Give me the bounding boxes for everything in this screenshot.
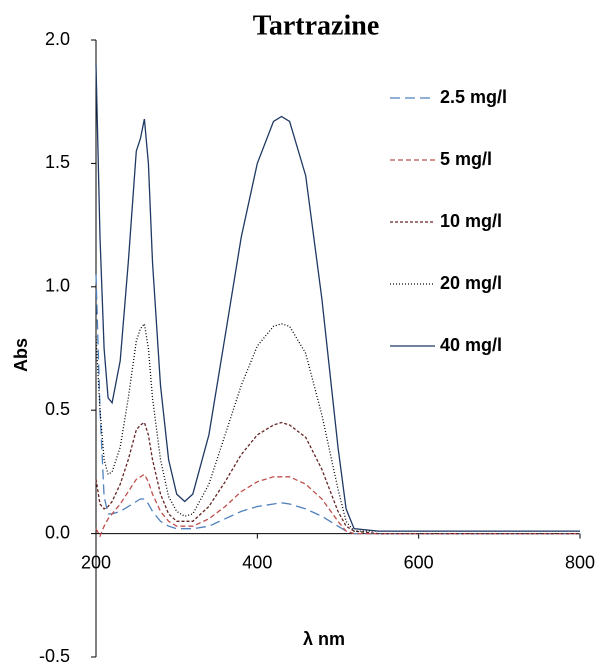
chart-title: Tartrazine (253, 10, 380, 41)
legend-label: 40 mg/l (440, 335, 502, 355)
y-axis-title: Abs (11, 338, 31, 372)
x-tick-label: 400 (242, 552, 272, 572)
legend-label: 10 mg/l (440, 211, 502, 231)
x-tick-label: 600 (404, 552, 434, 572)
series-line (95, 274, 580, 535)
y-tick-label: -0.5 (39, 646, 70, 666)
y-tick-label: 1.0 (45, 276, 70, 296)
legend-label: 2.5 mg/l (440, 87, 507, 107)
y-tick-label: 0.0 (45, 522, 70, 542)
legend-label: 20 mg/l (440, 273, 502, 293)
x-axis-title: λ nm (303, 629, 345, 649)
x-tick-label: 800 (565, 552, 595, 572)
series-line (95, 421, 580, 535)
series-line (95, 322, 580, 532)
series-line (95, 473, 580, 538)
y-tick-label: 0.5 (45, 399, 70, 419)
y-tick-label: 2.0 (45, 29, 70, 49)
legend-label: 5 mg/l (440, 149, 492, 169)
y-tick-label: 1.5 (45, 152, 70, 172)
series-line (95, 64, 580, 532)
x-tick-label: 200 (81, 552, 111, 572)
